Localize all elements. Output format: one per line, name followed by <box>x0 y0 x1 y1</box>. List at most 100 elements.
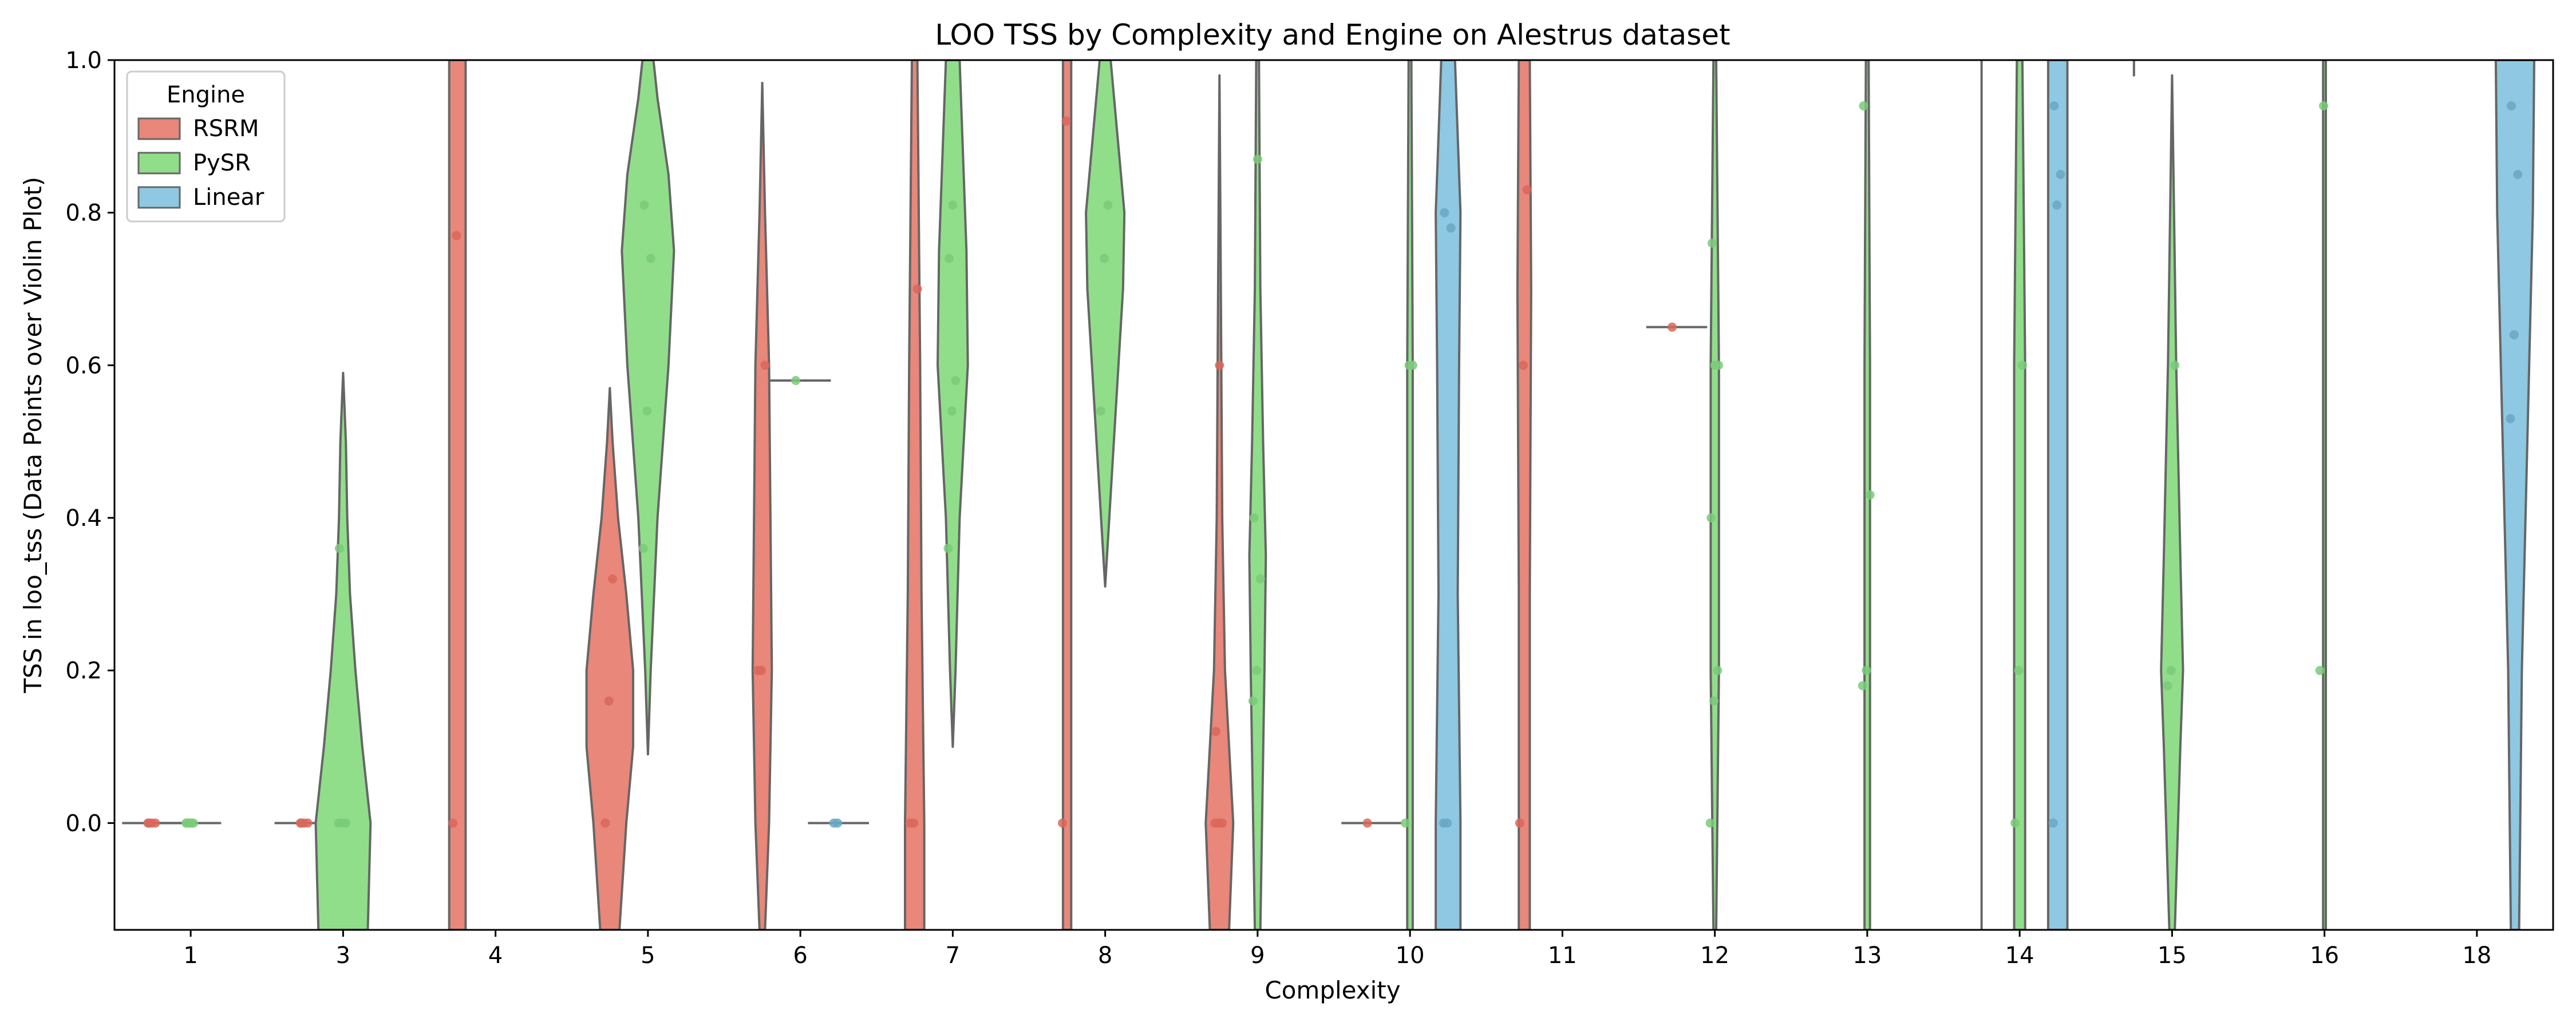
data-point-pysr <box>2166 665 2176 675</box>
legend-label-rsrm: RSRM <box>193 116 259 142</box>
data-point-linear <box>2048 818 2058 828</box>
data-point-linear <box>2506 414 2515 423</box>
violin-rsrm-8 <box>1061 60 1073 930</box>
data-point-pysr <box>1862 665 1871 675</box>
data-point-pysr <box>1706 513 1716 522</box>
violin-rsrm-4 <box>448 60 467 930</box>
chart-title: LOO TSS by Complexity and Engine on Ales… <box>935 18 1730 52</box>
x-tick-label: 8 <box>1098 942 1112 969</box>
x-tick-label: 12 <box>1700 942 1729 969</box>
violin-pysr-12 <box>1709 60 1720 930</box>
violin-pysr-16 <box>2322 60 2327 930</box>
data-point-pysr <box>1707 239 1717 248</box>
data-point-linear <box>2507 101 2516 110</box>
legend: Engine RSRM PySR Linear <box>126 70 286 223</box>
violin-linear-18 <box>2494 60 2535 930</box>
data-point-pysr <box>2010 818 2020 828</box>
data-point-pysr <box>2319 101 2329 110</box>
data-point-linear <box>1440 208 1449 217</box>
violin-rsrm-5 <box>585 387 634 930</box>
data-point-pysr <box>341 818 351 828</box>
y-tick-label: 1.0 <box>65 47 102 74</box>
data-point-linear <box>1446 223 1456 233</box>
violin-rsrm-6 <box>751 82 773 930</box>
data-point-pysr <box>2315 665 2325 675</box>
x-tick-label: 16 <box>2310 942 2339 969</box>
data-point-rsrm <box>1668 322 1677 332</box>
data-point-rsrm <box>1515 818 1524 828</box>
data-point-pysr <box>334 544 344 553</box>
data-point-pysr <box>1858 681 1867 691</box>
violin-pysr-14 <box>2013 60 2026 930</box>
data-point-rsrm <box>604 696 614 706</box>
data-point-linear <box>2056 170 2065 179</box>
legend-title: Engine <box>167 82 245 108</box>
data-point-rsrm <box>600 818 610 828</box>
data-point-pysr <box>2017 360 2027 370</box>
violin-pysr-3 <box>314 371 372 930</box>
x-axis-label: Complexity <box>1265 976 1400 1004</box>
data-point-pysr <box>947 406 957 416</box>
data-point-pysr <box>1859 101 1868 110</box>
data-point-pysr <box>1705 818 1715 828</box>
x-tick-label: 1 <box>183 942 197 969</box>
data-point-pysr <box>1865 490 1875 500</box>
data-point-pysr <box>186 818 196 828</box>
x-tick-label: 3 <box>336 942 350 969</box>
y-axis-label: TSS in loo_tss (Data Points over Violin … <box>19 177 47 694</box>
x-tick-label: 13 <box>1852 942 1882 969</box>
data-point-rsrm <box>144 818 154 828</box>
data-point-rsrm <box>1211 727 1220 736</box>
data-point-pysr <box>639 200 649 210</box>
plot-area: 0.00.20.40.60.81.01 3 4 5 6 7 8 9 10 11 12 13 14 15 16… <box>65 47 2554 969</box>
legend-swatch-linear <box>137 186 181 209</box>
data-point-rsrm <box>756 665 766 675</box>
legend-swatch-rsrm <box>137 117 181 140</box>
violin-rsrm-9 <box>1204 74 1235 930</box>
data-point-pysr <box>1714 360 1724 370</box>
data-point-linear <box>2049 101 2059 110</box>
data-point-pysr <box>944 253 954 263</box>
data-point-pysr <box>948 200 958 210</box>
x-tick-label: 5 <box>641 942 655 969</box>
data-point-pysr <box>638 544 648 553</box>
violin-pysr-9 <box>1248 60 1267 930</box>
data-point-rsrm <box>303 818 313 828</box>
data-point-pysr <box>2170 360 2180 370</box>
data-point-linear <box>2509 330 2519 339</box>
data-point-rsrm <box>1362 818 1372 828</box>
data-point-rsrm <box>1058 818 1068 828</box>
data-point-linear <box>833 818 843 828</box>
legend-box <box>126 70 286 223</box>
data-point-rsrm <box>1061 116 1071 126</box>
data-point-rsrm <box>912 284 922 294</box>
data-point-rsrm <box>297 818 306 828</box>
violin-rsrm-7 <box>904 60 926 930</box>
legend-label-linear: Linear <box>193 184 264 211</box>
x-tick-label: 15 <box>2158 942 2187 969</box>
data-point-pysr <box>951 376 961 385</box>
data-point-pysr <box>1103 200 1113 210</box>
violin-pysr-7 <box>937 60 969 748</box>
data-point-rsrm <box>608 574 618 584</box>
data-point-rsrm <box>1218 818 1227 828</box>
data-point-rsrm <box>909 818 919 828</box>
plot-frame <box>113 59 2554 931</box>
x-tick-label: 11 <box>1548 942 1577 969</box>
data-point-pysr <box>2163 681 2172 691</box>
data-point-pysr <box>1100 253 1109 263</box>
y-tick-label: 0.2 <box>65 658 102 684</box>
data-point-pysr <box>642 406 652 416</box>
violin-linear-10 <box>1435 60 1462 930</box>
data-point-pysr <box>1408 360 1417 370</box>
violin-pysr-8 <box>1085 60 1126 588</box>
data-point-pysr <box>1096 406 1105 416</box>
x-tick-label: 6 <box>793 942 807 969</box>
data-point-pysr <box>943 544 953 553</box>
data-point-linear <box>1443 818 1452 828</box>
data-point-linear <box>2513 170 2523 179</box>
data-point-pysr <box>1252 665 1262 675</box>
data-point-pysr <box>1248 696 1258 706</box>
data-point-pysr <box>1709 696 1719 706</box>
